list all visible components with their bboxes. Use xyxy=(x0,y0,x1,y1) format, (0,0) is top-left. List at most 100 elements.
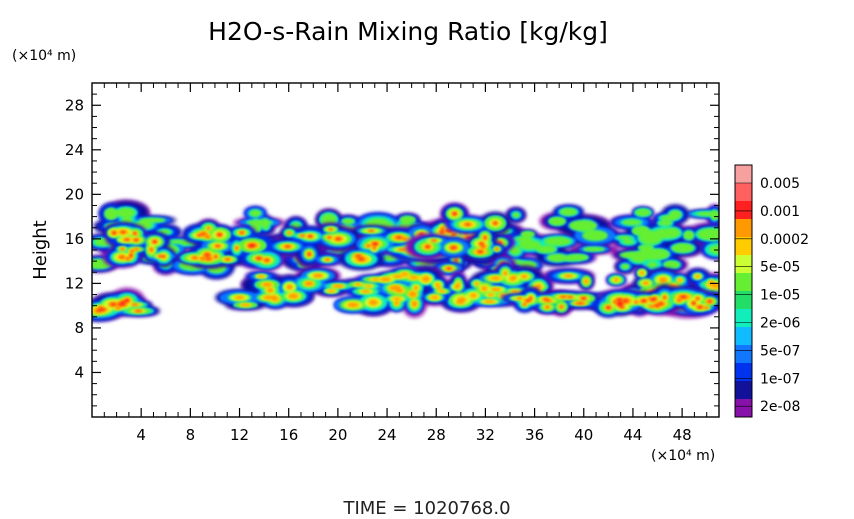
colorbar-swatch xyxy=(735,219,752,238)
y-tick-label: 4 xyxy=(74,363,84,381)
low-layer-right-blob xyxy=(576,302,584,305)
convective-plume-blob xyxy=(451,246,456,249)
upper-core-blob xyxy=(235,246,238,250)
low-layer-right-blob xyxy=(606,306,611,309)
mid-layer-blob xyxy=(258,275,265,278)
upper-core-blob xyxy=(307,252,311,256)
colorbar-label: 5e-07 xyxy=(760,343,800,359)
upper-core-blob xyxy=(329,228,333,230)
mid-layer-blob xyxy=(304,281,314,286)
upper-layer-blob xyxy=(116,207,136,218)
mid-layer-blob xyxy=(614,278,619,281)
mid-layer-blob xyxy=(535,284,542,289)
upper-core-blob xyxy=(441,227,444,230)
upper-layer-blob xyxy=(671,243,695,253)
upper-core-blob xyxy=(150,248,153,251)
upper-core-blob xyxy=(112,231,116,235)
mid-layer-blob xyxy=(267,288,274,293)
mid-layer-blob xyxy=(264,295,274,300)
upper-core-blob xyxy=(217,233,222,237)
upper-core-blob xyxy=(120,256,124,259)
mid-layer-blob xyxy=(510,290,520,293)
chart-title: H2O-s-Rain Mixing Ratio [kg/kg] xyxy=(208,17,608,46)
mid-layer-blob xyxy=(393,275,403,278)
upper-core-blob xyxy=(120,231,126,234)
convective-plume-blob xyxy=(479,242,484,245)
low-layer-left-blob xyxy=(116,307,120,309)
mid-layer-blob xyxy=(487,293,494,296)
upper-core-blob xyxy=(225,258,230,261)
mid-layer-blob xyxy=(372,278,379,281)
mid-layer-blob xyxy=(396,289,404,293)
upper-layer-blob xyxy=(509,246,521,255)
x-tick-label: 32 xyxy=(476,426,495,444)
x-tick-label: 8 xyxy=(186,426,196,444)
upper-core-blob xyxy=(152,240,157,243)
upper-layer-blob xyxy=(660,215,678,221)
low-layer-right-blob xyxy=(704,307,708,309)
convective-plume-blob xyxy=(465,223,471,226)
low-layer-right-blob xyxy=(546,306,549,308)
low-layer-left-blob xyxy=(124,298,130,303)
low-layer-right-blob xyxy=(614,300,616,303)
upper-core-blob xyxy=(129,254,133,257)
x-tick-label: 28 xyxy=(427,426,446,444)
mid-layer-blob xyxy=(313,273,324,278)
low-layer-right-blob xyxy=(696,297,700,300)
upper-layer-blob xyxy=(631,253,648,263)
colorbar-swatch xyxy=(735,237,752,256)
time-label: TIME = 1020768.0 xyxy=(342,498,510,519)
mid-layer-blob xyxy=(333,284,344,288)
mid-layer-blob xyxy=(354,283,362,286)
low-layer-right-blob xyxy=(617,301,624,305)
upper-core-blob xyxy=(396,236,402,239)
mid-layer-blob xyxy=(410,276,418,279)
convective-plume-blob xyxy=(477,250,483,253)
mid-layer-blob xyxy=(584,279,588,284)
upper-layer-blob xyxy=(399,215,416,224)
mid-layer-blob xyxy=(521,274,527,278)
mid-layer-blob xyxy=(709,280,714,283)
upper-core-blob xyxy=(248,244,254,248)
low-layer-right-blob xyxy=(567,296,574,298)
colorbar-label: 1e-05 xyxy=(760,288,800,304)
mid-layer-blob xyxy=(409,291,417,297)
upper-core-blob xyxy=(307,235,313,238)
low-layer-right-blob xyxy=(658,302,664,305)
x-tick-label: 4 xyxy=(136,426,146,444)
upper-layer-blob xyxy=(582,230,608,241)
upper-core-blob xyxy=(285,245,291,248)
low-layer-left-band xyxy=(96,298,142,312)
upper-layer-blob xyxy=(622,239,634,245)
upper-core-blob xyxy=(440,230,444,234)
mid-layer-blob xyxy=(394,301,399,305)
upper-core-blob xyxy=(451,233,456,236)
convective-plume-blob xyxy=(495,248,498,250)
low-layer-right-blob xyxy=(654,304,660,307)
upper-core-blob xyxy=(371,242,379,246)
upper-layer-blob xyxy=(621,263,630,270)
upper-core-blob xyxy=(192,257,197,259)
upper-layer-blob xyxy=(512,212,520,218)
upper-layer-blob xyxy=(658,220,672,226)
low-layer-right-blob xyxy=(648,305,654,307)
low-layer-right-blob xyxy=(648,297,655,299)
mid-layer-blob xyxy=(712,284,719,288)
upper-core-blob xyxy=(335,237,341,241)
upper-layer-blob xyxy=(158,229,171,235)
upper-core-blob xyxy=(201,233,206,235)
low-layer-left-blob xyxy=(132,304,138,306)
y-unit-label: (×10⁴ m) xyxy=(12,48,76,64)
upper-core-blob xyxy=(399,249,404,251)
upper-core-blob xyxy=(368,230,374,232)
upper-core-blob xyxy=(215,245,220,247)
colorbar: 0.005 0.001 0.0002 5e-05 1e-05 2e-06 5e-07 1e-0… xyxy=(734,164,809,418)
colorbar-label: 1e-07 xyxy=(760,371,800,387)
upper-core-blob xyxy=(206,258,211,260)
low-layer-left-blob xyxy=(135,310,142,312)
low-layer-right-blob xyxy=(518,297,522,299)
upper-layer-blob xyxy=(710,210,719,221)
upper-layer-blob xyxy=(342,218,355,225)
x-unit-label: (×10⁴ m) xyxy=(651,448,715,464)
